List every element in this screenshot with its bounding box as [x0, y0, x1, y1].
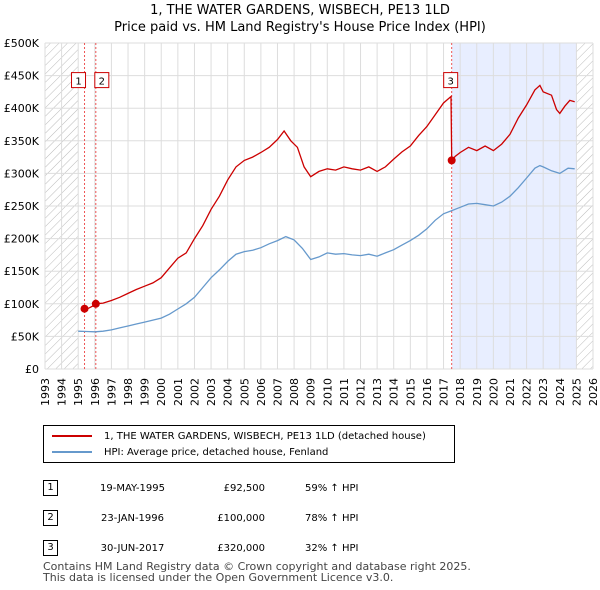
sale-point	[80, 304, 89, 313]
sale-point	[447, 156, 456, 165]
sale-point	[91, 299, 100, 308]
footer-line-2: This data is licensed under the Open Gov…	[43, 571, 394, 584]
x-tick-label: 2003	[205, 378, 218, 406]
sale-annotation-label: 1	[75, 77, 81, 88]
x-tick-label: 2021	[504, 378, 517, 406]
transaction-price: £92,500	[223, 482, 265, 494]
x-tick-label: 2019	[471, 378, 484, 406]
x-tick-label: 2000	[155, 378, 168, 406]
footer-line-1: Contains HM Land Registry data © Crown c…	[43, 560, 471, 573]
x-tick-label: 1997	[105, 378, 118, 406]
chart-legend: 1, THE WATER GARDENS, WISBECH, PE13 1LD …	[43, 425, 455, 463]
x-tick-label: 2010	[321, 378, 334, 406]
x-tick-label: 2015	[404, 378, 417, 406]
y-tick-label: £250K	[4, 200, 40, 213]
legend-label-hpi: HPI: Average price, detached house, Fenl…	[104, 446, 329, 458]
table-row: 2 23-JAN-1996 £100,000 78% ↑ HPI	[43, 503, 358, 533]
y-tick-label: £450K	[4, 70, 40, 83]
x-tick-label: 2024	[554, 378, 567, 406]
x-tick-label: 2011	[338, 378, 351, 406]
sale-annotation-box	[71, 72, 87, 89]
transactions-table: 1 19-MAY-1995 £92,500 59% ↑ HPI 2 23-JAN…	[43, 473, 358, 563]
transaction-date: 30-JUN-2017	[100, 542, 165, 554]
transaction-hpi-diff: 78% ↑ HPI	[305, 512, 359, 524]
x-tick-label: 2023	[537, 378, 550, 406]
chart-title: 1, THE WATER GARDENS, WISBECH, PE13 1LD …	[0, 2, 600, 36]
x-tick-label: 2016	[421, 378, 434, 406]
x-tick-label: 2001	[172, 378, 185, 406]
transaction-number-badge: 3	[43, 540, 58, 556]
x-tick-label: 2005	[238, 378, 251, 406]
y-tick-label: £300K	[4, 167, 40, 180]
y-tick-label: £400K	[4, 102, 40, 115]
sale-annotation-label: 2	[99, 77, 105, 88]
x-tick-label: 2002	[188, 378, 201, 406]
y-tick-label: £200K	[4, 233, 40, 246]
x-tick-label: 2017	[438, 378, 451, 406]
x-tick-label: 2009	[305, 378, 318, 406]
transaction-hpi-diff: 59% ↑ HPI	[305, 482, 359, 494]
sale-annotation-box	[94, 72, 110, 89]
transaction-date: 19-MAY-1995	[99, 482, 165, 494]
title-line-1: 1, THE WATER GARDENS, WISBECH, PE13 1LD	[150, 3, 450, 18]
x-tick-label: 2020	[487, 378, 500, 406]
x-tick-label: 2012	[355, 378, 368, 406]
x-tick-label: 2026	[587, 378, 600, 406]
y-tick-label: £100K	[4, 298, 40, 311]
x-tick-label: 2006	[255, 378, 268, 406]
x-tick-label: 1995	[72, 378, 85, 406]
legend-item-property: 1, THE WATER GARDENS, WISBECH, PE13 1LD …	[52, 429, 426, 443]
x-tick-label: 2013	[371, 378, 384, 406]
x-tick-label: 2008	[288, 378, 301, 406]
x-tick-label: 2014	[388, 378, 401, 406]
transaction-number-badge: 1	[43, 480, 58, 496]
sale-annotation-label: 3	[447, 77, 453, 88]
y-tick-label: £50K	[11, 330, 40, 343]
x-tick-label: 2025	[570, 378, 583, 406]
x-tick-label: 2022	[521, 378, 534, 406]
x-tick-label: 1999	[139, 378, 152, 406]
footer-attribution: Contains HM Land Registry data © Crown c…	[43, 561, 471, 583]
legend-swatch-red	[52, 435, 92, 437]
transaction-number-badge: 2	[43, 510, 58, 526]
property-price-line	[84, 84, 575, 310]
x-tick-label: 2004	[222, 378, 235, 406]
y-tick-label: £500K	[4, 37, 40, 50]
transaction-date: 23-JAN-1996	[100, 512, 165, 524]
transaction-price: £100,000	[217, 512, 265, 524]
price-chart: £0 £50K £100K £150K £200K £250K £300K £350K £400…	[4, 37, 600, 406]
legend-item-hpi: HPI: Average price, detached house, Fenl…	[52, 445, 328, 459]
y-tick-label: £350K	[4, 135, 40, 148]
title-line-2: Price paid vs. HM Land Registry's House …	[114, 20, 486, 35]
x-tick-label: 2007	[271, 378, 284, 406]
x-tick-label: 1998	[122, 378, 135, 406]
legend-label-property: 1, THE WATER GARDENS, WISBECH, PE13 1LD …	[104, 430, 426, 442]
hpi-line	[78, 164, 575, 333]
table-row: 1 19-MAY-1995 £92,500 59% ↑ HPI	[43, 473, 358, 503]
table-row: 3 30-JUN-2017 £320,000 32% ↑ HPI	[43, 533, 358, 563]
legend-swatch-blue	[52, 451, 92, 453]
y-tick-label: £0	[25, 363, 39, 376]
y-tick-label: £150K	[4, 265, 40, 278]
x-tick-label: 2018	[454, 378, 467, 406]
transaction-price: £320,000	[217, 542, 265, 554]
x-tick-label: 1994	[56, 378, 69, 406]
x-tick-label: 1993	[39, 378, 52, 406]
x-tick-label: 1996	[89, 378, 102, 406]
sale-annotation-box	[443, 72, 459, 89]
transaction-hpi-diff: 32% ↑ HPI	[305, 542, 359, 554]
